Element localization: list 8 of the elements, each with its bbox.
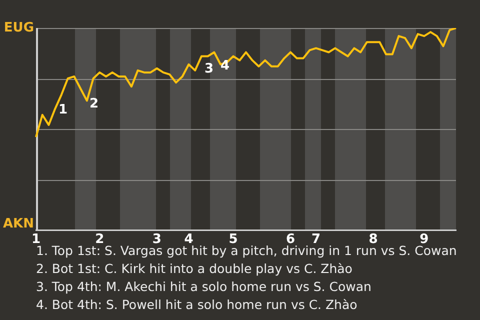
text: AKN [2,216,34,232]
text: EUG [4,20,34,36]
text: 3. Top 4th: M. Akechi hit a solo home run vs S. Cowan [36,278,372,296]
text: 4. Bot 4th: S. Powell hit a solo home run vs C. Zhào [36,296,358,314]
annotation: 2 [89,96,99,112]
annotation: 1 [58,102,68,118]
text: 2. Bot 1st: C. Kirk hit into a double play vs C. Zhào [36,260,354,278]
annotation: 3 [204,61,214,76]
